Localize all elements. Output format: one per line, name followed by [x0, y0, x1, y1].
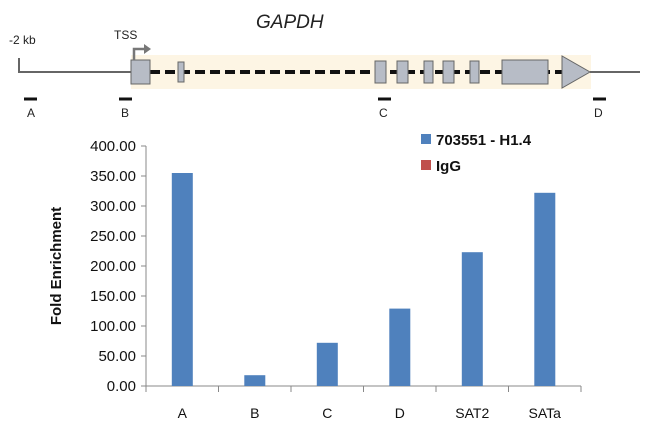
bar-c: [316, 342, 338, 386]
category-label-sata: SATa: [529, 405, 562, 421]
bar-chart: Fold Enrichment 0.00 50.00 100.00 150.00 200…: [48, 132, 582, 421]
legend: 703551 - H1.4 IgG: [421, 132, 532, 175]
legend-label-h1-4: 703551 - H1.4: [436, 132, 532, 149]
exon-1: [130, 59, 151, 85]
category-label-b: B: [250, 405, 259, 421]
y-axis-title: Fold Enrichment: [48, 207, 65, 325]
tss-label: TSS: [114, 28, 137, 42]
y-tick-label: 50.00: [98, 348, 136, 365]
exon-7: [469, 60, 480, 84]
y-tick-label: 0.00: [107, 378, 136, 395]
gene-name: GAPDH: [256, 12, 324, 33]
primer-label-a: A: [27, 106, 35, 120]
y-tick-label: 100.00: [90, 318, 136, 335]
exon-4: [396, 60, 409, 84]
exon-6: [442, 60, 455, 84]
primer-label-b: B: [121, 106, 129, 120]
y-tick-label: 200.00: [90, 258, 136, 275]
primer-label-d: D: [594, 106, 603, 120]
y-tick-label: 300.00: [90, 198, 136, 215]
category-label-c: C: [322, 405, 332, 421]
y-tick-label: 350.00: [90, 168, 136, 185]
category-labels: A B C D SAT2 SATa: [178, 405, 562, 421]
category-label-d: D: [395, 405, 405, 421]
bars: [171, 173, 556, 386]
legend-swatch-igg: [421, 160, 431, 170]
upstream-label: -2 kb: [9, 33, 36, 47]
primer-label-c: C: [379, 106, 388, 120]
exon-last-arrow: [561, 55, 592, 89]
exon-8: [501, 59, 549, 85]
y-tick-label: 150.00: [90, 288, 136, 305]
bar-sat2: [461, 252, 483, 386]
legend-swatch-h1-4: [421, 134, 431, 144]
y-tick-label: 400.00: [90, 138, 136, 155]
x-axis-ticks: [145, 386, 582, 392]
exon-3: [374, 60, 387, 84]
exon-5: [423, 60, 434, 84]
bar-b: [244, 375, 266, 386]
exon-2: [177, 61, 185, 83]
category-label-a: A: [178, 405, 188, 421]
tss-arrow: [132, 47, 145, 60]
category-label-sat2: SAT2: [455, 405, 489, 421]
legend-label-igg: IgG: [436, 158, 461, 175]
tss-arrowhead-icon: [144, 44, 151, 54]
bar-d: [389, 308, 411, 386]
gene-diagram: GAPDH -2 kb TSS A B C D: [9, 12, 640, 120]
bar-a: [171, 173, 193, 386]
y-axis-ticks: 0.00 50.00 100.00 150.00 200.00 250.00 300.00 3…: [90, 138, 146, 395]
bar-sata: [534, 192, 556, 386]
y-tick-label: 250.00: [90, 228, 136, 245]
